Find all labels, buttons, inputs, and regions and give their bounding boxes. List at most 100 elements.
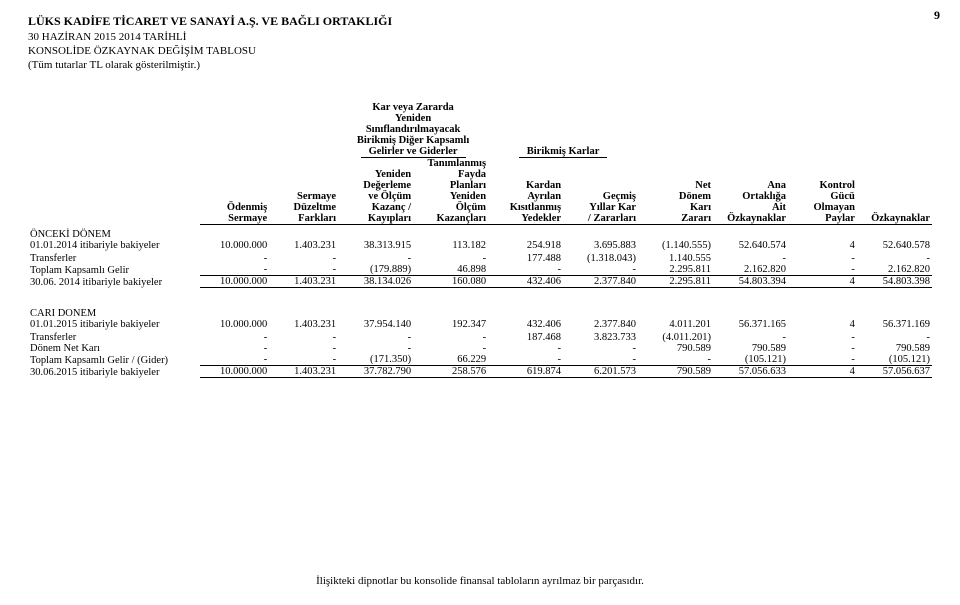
h7l1: Net xyxy=(640,180,711,191)
row-label: Dönem Net Karı xyxy=(28,343,200,354)
h7l2: Dönem xyxy=(640,191,711,202)
h7l3: Karı xyxy=(640,202,711,213)
h3l4: Kazanç / xyxy=(340,202,411,213)
h5l1: Kardan xyxy=(490,180,561,191)
cell-value: - xyxy=(563,354,638,366)
cell-value: 790.589 xyxy=(638,343,713,354)
cell-value: 790.589 xyxy=(857,343,932,354)
cell-value: 3.695.883 xyxy=(563,240,638,251)
cell-value: - xyxy=(563,343,638,354)
cell-value: 619.874 xyxy=(488,366,563,378)
cell-value: - xyxy=(269,343,338,354)
table-row: Transferler----187.4683.823.733(4.011.20… xyxy=(28,332,932,343)
cell-value: - xyxy=(413,253,488,264)
cell-value: - xyxy=(857,253,932,264)
cell-value: - xyxy=(488,354,563,366)
table-row: Transferler----177.488(1.318.043)1.140.5… xyxy=(28,253,932,264)
cell-value: - xyxy=(269,354,338,366)
cell-value: - xyxy=(563,264,638,276)
h8l3: Ait xyxy=(715,202,786,213)
cell-value: 4 xyxy=(788,319,857,330)
h9l4: Paylar xyxy=(790,213,855,224)
h4l3: Planları xyxy=(415,180,486,191)
table-row: 30.06.2015 itibariyle bakiyeler10.000.00… xyxy=(28,366,932,378)
cell-value: - xyxy=(200,253,269,264)
cell-value: - xyxy=(200,343,269,354)
cell-value: 10.000.000 xyxy=(200,319,269,330)
group-header-row: Kar veya Zararda Yeniden Sınıflandırılma… xyxy=(28,102,932,158)
cell-value: 254.918 xyxy=(488,240,563,251)
cell-value: 432.406 xyxy=(488,276,563,288)
cell-value: 2.162.820 xyxy=(857,264,932,276)
cell-value: 46.898 xyxy=(413,264,488,276)
h8l4: Özkaynaklar xyxy=(715,213,786,224)
h7l4: Zararı xyxy=(640,213,711,224)
cell-value: 57.056.633 xyxy=(713,366,788,378)
h2l1: Sermaye xyxy=(271,191,336,202)
h3l1: Yeniden xyxy=(340,169,411,180)
table-row: Toplam Kapsamlı Gelir / (Gider)--(171.35… xyxy=(28,354,932,366)
section-b-title: CARI DONEM xyxy=(28,308,200,319)
currency-note-line: (Tüm tutarlar TL olarak gösterilmiştir.) xyxy=(28,59,932,73)
table-row: 01.01.2015 itibariyle bakiyeler10.000.00… xyxy=(28,319,932,330)
cell-value: 2.162.820 xyxy=(713,264,788,276)
cell-value: (171.350) xyxy=(338,354,413,366)
cell-value: 38.134.026 xyxy=(338,276,413,288)
cell-value: 56.371.165 xyxy=(713,319,788,330)
cell-value: - xyxy=(200,354,269,366)
cell-value: 38.313.915 xyxy=(338,240,413,251)
cell-value: - xyxy=(338,332,413,343)
group1-l5: Gelirler ve Giderler xyxy=(361,146,466,158)
group1-l2: Yeniden xyxy=(340,113,486,124)
cell-value: - xyxy=(269,253,338,264)
h2l3: Farkları xyxy=(271,213,336,224)
row-label: Toplam Kapsamlı Gelir xyxy=(28,264,200,276)
cell-value: 57.056.637 xyxy=(857,366,932,378)
h4l6: Kazançları xyxy=(415,213,486,224)
cell-value: 4 xyxy=(788,276,857,288)
cell-value: 1.403.231 xyxy=(269,276,338,288)
h9l2: Gücü xyxy=(790,191,855,202)
row-label: 30.06. 2014 itibariyle bakiyeler xyxy=(28,276,200,288)
cell-value: - xyxy=(338,253,413,264)
h8l2: Ortaklığa xyxy=(715,191,786,202)
h1l1: Ödenmiş xyxy=(202,202,267,213)
cell-value: 2.377.840 xyxy=(563,276,638,288)
cell-value: 54.803.394 xyxy=(713,276,788,288)
row-label: 30.06.2015 itibariyle bakiyeler xyxy=(28,366,200,378)
cell-value: 2.295.811 xyxy=(638,264,713,276)
table-row: 01.01.2014 itibariyle bakiyeler10.000.00… xyxy=(28,240,932,251)
h5l4: Yedekler xyxy=(490,213,561,224)
cell-value: 4.011.201 xyxy=(638,319,713,330)
cell-value: 790.589 xyxy=(638,366,713,378)
cell-value: - xyxy=(488,343,563,354)
cell-value: - xyxy=(788,343,857,354)
cell-value: 2.377.840 xyxy=(563,319,638,330)
cell-value: 52.640.578 xyxy=(857,240,932,251)
section-a-body: 01.01.2014 itibariyle bakiyeler10.000.00… xyxy=(28,240,932,288)
cell-value: 4 xyxy=(788,240,857,251)
cell-value: 4 xyxy=(788,366,857,378)
group1-l1: Kar veya Zararda xyxy=(340,102,486,113)
cell-value: 3.823.733 xyxy=(563,332,638,343)
cell-value: - xyxy=(638,354,713,366)
page-number: 9 xyxy=(934,8,940,23)
cell-value: (105.121) xyxy=(857,354,932,366)
cell-value: - xyxy=(269,332,338,343)
group1-l3: Sınıflandırılmayacak xyxy=(340,124,486,135)
group2: Birikmiş Karlar xyxy=(519,146,608,158)
cell-value: 37.954.140 xyxy=(338,319,413,330)
cell-value: - xyxy=(338,343,413,354)
table-row: Toplam Kapsamlı Gelir--(179.889)46.898--… xyxy=(28,264,932,276)
cell-value: 258.576 xyxy=(413,366,488,378)
h3l3: ve Ölçüm xyxy=(340,191,411,202)
cell-value: 66.229 xyxy=(413,354,488,366)
cell-value: - xyxy=(713,253,788,264)
h4l4: Yeniden xyxy=(415,191,486,202)
cell-value: 1.403.231 xyxy=(269,319,338,330)
h9l1: Kontrol xyxy=(790,180,855,191)
h9l3: Olmayan xyxy=(790,202,855,213)
section-b-body: 01.01.2015 itibariyle bakiyeler10.000.00… xyxy=(28,319,932,378)
footnote: İlişikteki dipnotlar bu konsolide finans… xyxy=(0,575,960,587)
cell-value: 10.000.000 xyxy=(200,276,269,288)
